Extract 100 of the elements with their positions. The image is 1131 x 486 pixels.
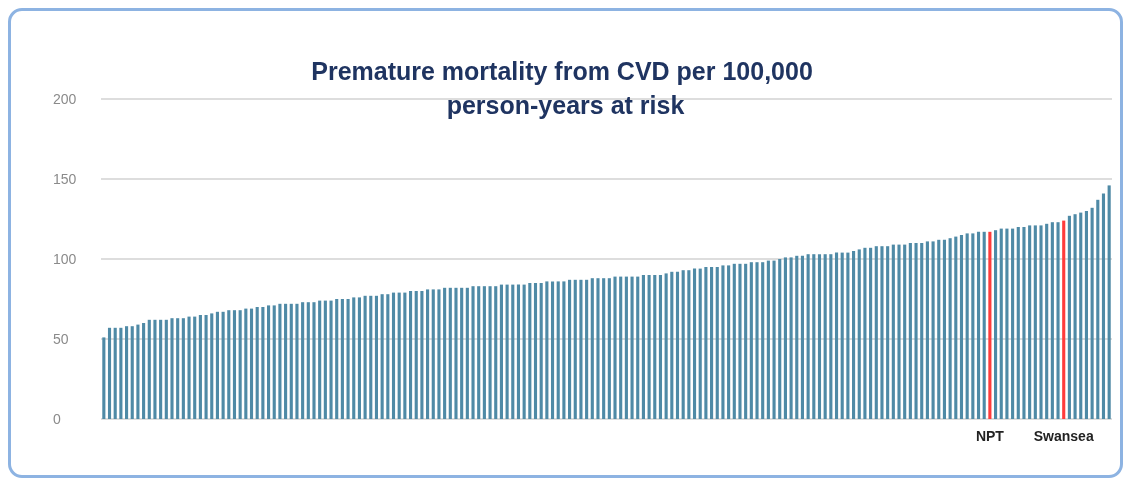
bar bbox=[664, 273, 668, 419]
bar bbox=[414, 291, 418, 419]
bar bbox=[1067, 215, 1071, 419]
bar bbox=[1056, 222, 1060, 419]
bar bbox=[533, 283, 538, 419]
bar bbox=[499, 284, 503, 419]
bar bbox=[477, 286, 481, 419]
bar bbox=[545, 281, 549, 419]
bar bbox=[505, 284, 509, 419]
bar bbox=[193, 316, 197, 419]
bar bbox=[215, 311, 219, 419]
bar bbox=[1084, 211, 1088, 419]
bar bbox=[761, 262, 765, 419]
bar bbox=[727, 265, 731, 419]
bar bbox=[170, 318, 174, 419]
bar bbox=[857, 249, 861, 419]
bar bbox=[323, 300, 327, 419]
bar bbox=[789, 257, 793, 419]
bar bbox=[1096, 199, 1100, 419]
chart-title: Premature mortality from CVD per 100,000 person-years at risk bbox=[311, 57, 820, 119]
bar bbox=[522, 284, 526, 419]
bar bbox=[800, 255, 805, 419]
bar bbox=[823, 254, 827, 419]
bar bbox=[738, 263, 742, 419]
bar bbox=[710, 267, 714, 419]
bar bbox=[227, 310, 231, 419]
y-tick-label: 200 bbox=[53, 91, 77, 107]
bar bbox=[391, 292, 396, 419]
bar bbox=[829, 254, 833, 419]
bar bbox=[942, 239, 947, 419]
bar bbox=[954, 236, 958, 419]
bar bbox=[863, 247, 867, 419]
bar bbox=[715, 267, 719, 419]
bar bbox=[346, 299, 350, 419]
bar bbox=[295, 303, 299, 419]
bar bbox=[948, 238, 952, 419]
bar bbox=[658, 275, 663, 419]
bar bbox=[641, 275, 645, 419]
bar bbox=[159, 319, 163, 419]
y-tick-label: 50 bbox=[53, 331, 69, 347]
bar bbox=[266, 305, 271, 419]
y-tick-label: 150 bbox=[53, 171, 77, 187]
bar bbox=[744, 263, 748, 419]
bar bbox=[630, 276, 634, 419]
bar bbox=[732, 263, 736, 419]
bar bbox=[147, 319, 151, 419]
bar bbox=[624, 276, 628, 419]
bar bbox=[772, 260, 776, 419]
bar bbox=[959, 235, 964, 419]
bar bbox=[556, 281, 560, 419]
bar bbox=[1062, 220, 1066, 419]
x-tick-label: Swansea bbox=[1033, 428, 1094, 444]
bar bbox=[380, 294, 384, 419]
bar bbox=[119, 327, 123, 419]
bar bbox=[511, 284, 515, 419]
bar bbox=[125, 326, 129, 419]
bar bbox=[244, 308, 248, 419]
bar bbox=[982, 231, 986, 419]
bar bbox=[465, 287, 469, 419]
bar bbox=[579, 279, 583, 419]
bar bbox=[834, 252, 839, 419]
bar bbox=[335, 299, 339, 419]
bar bbox=[920, 243, 924, 419]
y-tick-label: 0 bbox=[53, 411, 61, 427]
bar bbox=[755, 262, 759, 419]
bar bbox=[164, 319, 168, 419]
bar bbox=[1079, 212, 1083, 419]
bar bbox=[386, 294, 390, 419]
bar bbox=[374, 295, 379, 419]
bar bbox=[590, 278, 594, 419]
bar bbox=[221, 311, 225, 419]
bar bbox=[284, 303, 288, 419]
bar bbox=[897, 244, 901, 419]
bar bbox=[891, 244, 895, 419]
bar bbox=[363, 295, 367, 419]
bar bbox=[107, 327, 112, 419]
bar bbox=[812, 254, 816, 419]
bar bbox=[568, 279, 572, 419]
bar bbox=[340, 299, 344, 419]
bar bbox=[1045, 223, 1049, 419]
bar bbox=[817, 254, 822, 419]
bar bbox=[187, 316, 191, 419]
bar bbox=[550, 281, 555, 419]
bar bbox=[692, 268, 697, 419]
bar bbox=[272, 305, 276, 419]
bar bbox=[210, 313, 214, 419]
bar bbox=[869, 247, 873, 419]
bar bbox=[397, 292, 401, 419]
bar bbox=[1033, 225, 1037, 419]
bar bbox=[988, 231, 992, 419]
bar bbox=[1090, 207, 1094, 419]
bar bbox=[636, 276, 640, 419]
bar bbox=[795, 255, 799, 419]
bar bbox=[1050, 222, 1054, 419]
bar bbox=[846, 252, 850, 419]
bar bbox=[431, 289, 435, 419]
bar bbox=[880, 246, 884, 419]
bar bbox=[681, 270, 685, 419]
bar bbox=[766, 260, 770, 419]
bar bbox=[562, 281, 566, 419]
